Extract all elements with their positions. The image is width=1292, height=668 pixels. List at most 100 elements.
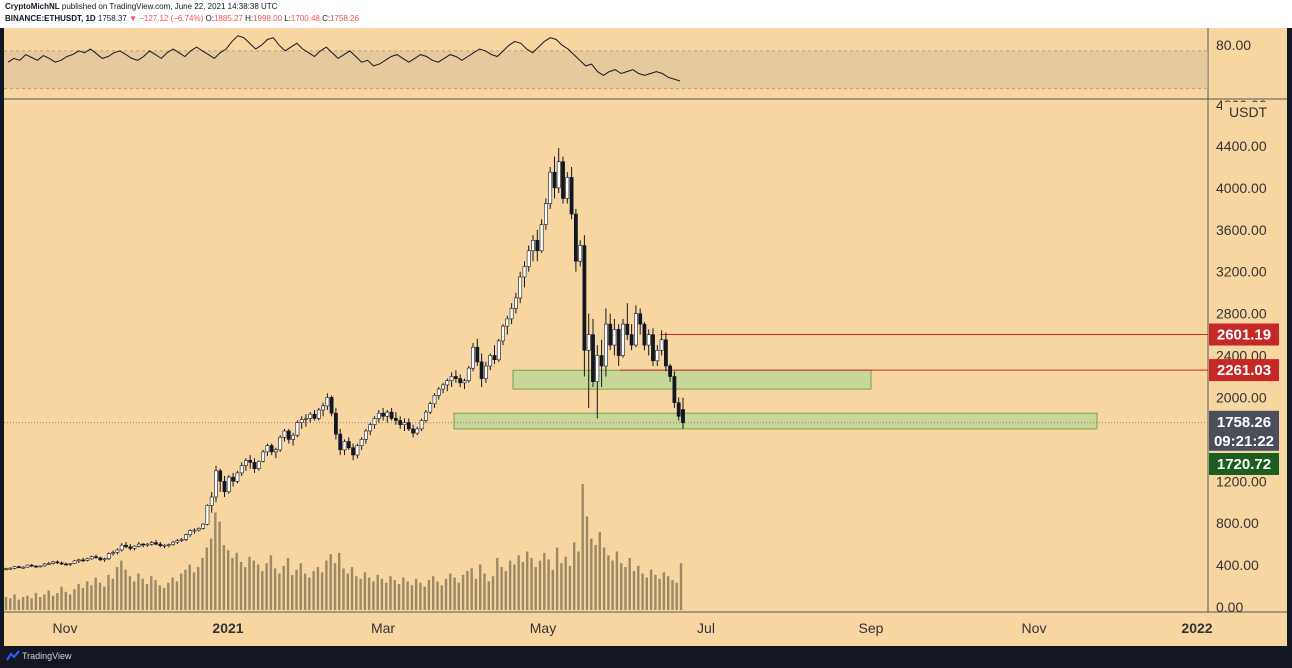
y-tick-label: 3600.00 — [1216, 222, 1267, 238]
candle-body — [166, 544, 171, 547]
volume-bar — [615, 551, 619, 610]
candle-body — [248, 459, 253, 463]
volume-bar — [543, 552, 546, 610]
brand-label[interactable]: TradingView — [22, 651, 72, 661]
volume-bar — [26, 595, 29, 610]
volume-bar — [389, 576, 392, 610]
candle-body — [351, 447, 356, 456]
candle-body — [184, 534, 188, 540]
price-tag-resistance: 2261.03 — [1209, 359, 1279, 382]
time-axis[interactable]: Nov 2021 Mar May Jul Sep Nov 2022 — [53, 620, 1213, 636]
volume-bar — [602, 547, 606, 610]
volume-bar — [513, 564, 516, 610]
volume-bar — [325, 560, 328, 610]
volume-bar — [154, 580, 157, 610]
support-zone[interactable] — [512, 369, 872, 390]
footer: TradingView — [0, 646, 1292, 668]
volume-bar — [419, 582, 422, 610]
candle-body — [415, 428, 420, 434]
candle-body — [359, 439, 364, 446]
candle-body — [72, 560, 77, 564]
volume-bar — [620, 563, 623, 610]
symbol-label: BINANCE:ETHUSDT, 1D — [5, 14, 96, 23]
volume-bar — [124, 569, 127, 610]
volume-bar — [675, 582, 678, 610]
ohlc-line: BINANCE:ETHUSDT, 1D 1758.37 ▼ −127.12 (−… — [5, 14, 359, 23]
volume-bar — [94, 577, 97, 610]
candle-body — [342, 441, 347, 451]
y-tick-label: 4000.00 — [1216, 180, 1267, 196]
volume-bar — [265, 563, 268, 610]
open-value: 1885.27 — [213, 14, 243, 23]
author-name[interactable]: CryptoMichNL — [5, 2, 60, 11]
high-value: 1998.00 — [253, 14, 283, 23]
volume-bar — [299, 563, 302, 610]
support-zone[interactable] — [453, 412, 1098, 430]
candle-body — [141, 543, 146, 546]
volume-bar — [538, 560, 542, 610]
candle-body — [642, 323, 647, 346]
volume-bar — [624, 567, 627, 610]
volume-bar — [491, 576, 495, 610]
rsi-pane: 80.00 — [4, 35, 1251, 90]
volume-bar — [526, 551, 529, 610]
candle-body — [51, 561, 56, 564]
candle-body — [179, 539, 184, 541]
volume-bar — [252, 560, 255, 610]
volume-bar — [248, 556, 251, 610]
candle-body — [278, 436, 283, 451]
candle-body — [385, 411, 390, 417]
volume-bar — [214, 512, 217, 610]
volume-bar — [380, 578, 384, 610]
price-tags: 2601.19 2261.03 1758.26 09:21:22 1720.72 — [1209, 323, 1279, 475]
candle-body — [111, 552, 116, 554]
candle-body — [265, 445, 270, 453]
price-chart[interactable]: 80.00 4800.00 USDT 4400.004000.003600.00… — [0, 28, 1292, 646]
price-tag-last: 1758.26 09:21:22 — [1209, 410, 1279, 451]
candle-body — [158, 543, 163, 546]
candle-body — [312, 413, 317, 419]
volume-bar — [86, 581, 89, 610]
candle-body — [556, 161, 561, 189]
volume-bar — [479, 564, 482, 610]
volume-bar — [115, 567, 119, 610]
candle-body — [12, 566, 17, 569]
volume-bar — [201, 558, 204, 610]
volume-bar — [410, 585, 414, 610]
volume-bar — [205, 547, 208, 610]
volume-bar — [150, 576, 153, 610]
volume-bar — [34, 593, 38, 610]
volume-bar — [98, 582, 102, 610]
candle-body — [423, 411, 428, 421]
candle-body — [368, 424, 373, 432]
publish-line: CryptoMichNL published on TradingView.co… — [5, 2, 277, 11]
volume-bar — [444, 578, 448, 610]
candle-body — [458, 378, 463, 384]
candle-body — [76, 559, 81, 562]
candle-body — [513, 297, 518, 309]
y-tick-label: 400.00 — [1216, 557, 1259, 573]
volume-bar — [269, 555, 273, 610]
candle-body — [466, 367, 471, 382]
unit-label: USDT — [1229, 104, 1268, 120]
volume-bar — [312, 571, 315, 610]
candle-body — [471, 346, 475, 369]
volume-bar — [227, 550, 230, 610]
candle-body — [256, 461, 261, 469]
volume-bar — [128, 576, 132, 610]
candle-body — [282, 430, 287, 438]
candle-body — [192, 529, 197, 532]
volume-bar — [457, 582, 460, 610]
volume-bar — [547, 559, 550, 610]
candle-body — [475, 346, 480, 363]
candle-body — [119, 544, 124, 551]
candle-body — [603, 323, 608, 367]
resistance-lines — [620, 334, 1208, 371]
candle-body — [136, 543, 141, 547]
volume-bar — [261, 571, 264, 610]
price-axis[interactable]: 4800.00 USDT 4400.004000.003600.003200.0… — [1216, 97, 1272, 615]
volume-bar — [530, 558, 533, 610]
price-tag-label: 1720.72 — [1217, 456, 1271, 473]
price-tag-bg — [1209, 323, 1279, 346]
candle-body — [552, 171, 557, 189]
